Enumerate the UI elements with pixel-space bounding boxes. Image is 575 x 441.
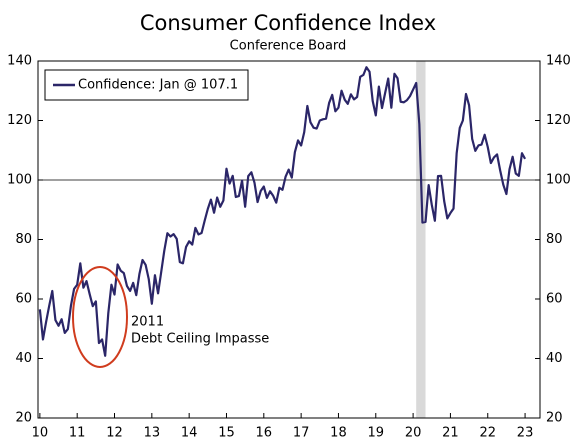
y2-tick-label: 80 [546,232,563,247]
x-tick-label: 10 [32,426,49,441]
x-tick-label: 22 [479,426,496,441]
plot-frame [37,60,541,419]
x-tick-label: 16 [256,426,273,441]
x-tick-label: 21 [442,426,459,441]
chart-subtitle: Conference Board [230,39,347,54]
y-tick-label: 140 [7,54,32,69]
x-tick-label: 19 [368,426,385,441]
y2-tick-label: 140 [546,54,571,69]
annotation-circle [72,266,128,368]
x-tick-label: 13 [144,426,161,441]
annotation-text: Debt Ceiling Impasse [131,332,269,347]
y-tick-label: 40 [15,351,32,366]
x-tick-label: 14 [181,426,198,441]
y-tick-label: 60 [15,292,32,307]
y2-tick-label: 60 [546,292,563,307]
chart-title: Consumer Confidence Index [140,11,436,35]
annotation-text: 2011 [131,315,164,330]
line-series [38,66,527,357]
y2-tick-label: 40 [546,351,563,366]
x-tick-label: 17 [293,426,310,441]
y-tick-label: 20 [15,411,32,426]
y2-tick-label: 120 [546,113,571,128]
y2-tick-label: 20 [546,411,563,426]
shaded-band [416,61,426,418]
y2-tick-label: 100 [546,173,571,188]
x-tick-label: 12 [106,426,123,441]
legend-label: Confidence: Jan @ 107.1 [78,78,238,93]
x-tick-label: 15 [218,426,235,441]
y-tick-label: 120 [7,113,32,128]
y-tick-label: 100 [7,173,32,188]
legend-box [44,69,249,101]
x-tick-label: 18 [330,426,347,441]
y-tick-label: 80 [15,232,32,247]
x-tick-label: 20 [405,426,422,441]
x-tick-label: 11 [69,426,86,441]
x-tick-label: 23 [517,426,534,441]
